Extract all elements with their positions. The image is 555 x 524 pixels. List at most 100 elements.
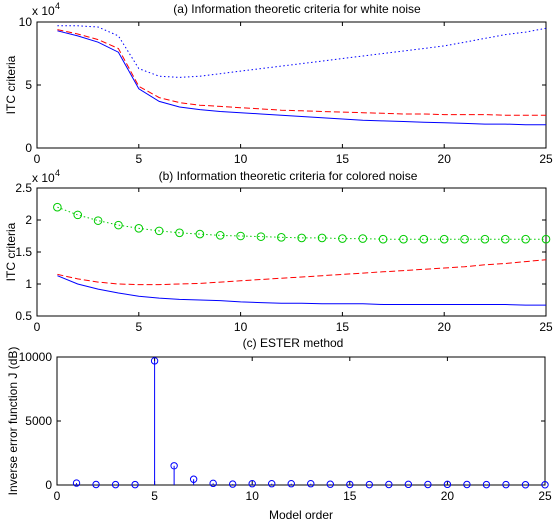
y-tick-label: 10 [19, 15, 33, 29]
y-tick-label: 5000 [25, 414, 52, 428]
chart-title: (b) Information theoretic criteria for c… [159, 169, 418, 183]
series-marker-2 [358, 234, 368, 243]
x-tick-label: 0 [54, 489, 61, 503]
series-marker-2 [93, 216, 103, 225]
stem-marker [209, 479, 217, 488]
series-marker-2 [500, 234, 510, 244]
y-tick-label: 0 [25, 141, 32, 155]
x-tick-label: 10 [246, 489, 260, 503]
series-line-0 [57, 275, 546, 306]
stem-marker [307, 480, 315, 488]
series-marker-2 [460, 234, 469, 244]
series-line-0 [57, 30, 546, 126]
stem-marker [404, 480, 413, 489]
panel-white-noise: (a) Information theoretic criteria for w… [4, 1, 553, 166]
x-tick-label: 0 [34, 320, 41, 334]
chart-title: (c) ESTER method [243, 336, 344, 350]
series-line-1 [57, 259, 547, 286]
exponent-power: 4 [55, 1, 60, 11]
series-marker-2 [154, 226, 164, 236]
y-axis-label: ITC criteria [4, 222, 18, 281]
x-tick-label: 10 [234, 320, 248, 334]
x-tick-label: 0 [34, 152, 41, 166]
stem-marker [326, 480, 334, 488]
series-marker-2 [236, 231, 245, 241]
stem-marker [268, 480, 276, 488]
series-group [57, 25, 547, 126]
series-marker-2 [338, 234, 347, 243]
stem-marker [385, 480, 393, 489]
x-tick-label: 15 [336, 152, 350, 166]
y-ticks: 0.5 1 1.5 2 2.5 [15, 181, 546, 323]
exponent-power: 4 [55, 168, 60, 178]
series-line-2 [57, 25, 547, 78]
series-marker-2 [439, 234, 449, 244]
stem-marker [482, 480, 491, 489]
x-ticks: 0 5 10 15 20 25 [54, 357, 552, 503]
x-tick-label: 20 [438, 152, 452, 166]
stem-marker [111, 480, 120, 489]
series-marker-2 [297, 233, 306, 243]
y-ticks: 0 5 10 [19, 15, 546, 155]
y-tick-label: 1 [25, 277, 32, 291]
stem-marker [443, 480, 452, 489]
x-ticks: 0 5 10 15 20 25 [34, 188, 553, 334]
series-marker-2 [419, 234, 429, 244]
x-tick-label: 15 [343, 489, 357, 503]
stem-marker [189, 475, 198, 483]
series-marker-2 [256, 232, 266, 241]
y-tick-label: 0.5 [15, 309, 32, 323]
plot-area [36, 21, 547, 149]
series-marker-2 [378, 234, 388, 244]
series-line-2 [57, 206, 546, 240]
x-axis-label: Model order [269, 508, 333, 522]
stem-marker [248, 480, 256, 488]
plot-area [56, 356, 546, 486]
exponent-label: x 10 4 [32, 168, 60, 185]
series-group [53, 202, 551, 306]
series-marker-2 [53, 202, 62, 212]
x-tick-label: 5 [151, 489, 158, 503]
y-axis-label: ITC criteria [4, 55, 18, 114]
y-tick-label: 0 [45, 478, 52, 492]
stem-marker [287, 480, 295, 488]
stem-marker [502, 480, 510, 489]
series-marker-2 [134, 224, 144, 233]
exponent-label: x 10 4 [32, 1, 60, 18]
series-marker-2 [114, 220, 123, 230]
exponent-base: x 10 [32, 4, 55, 18]
series-line-1 [57, 29, 546, 116]
x-tick-label: 25 [539, 152, 553, 166]
series-marker-2 [277, 232, 286, 242]
x-ticks: 0 5 10 15 20 25 [34, 22, 553, 166]
stem-marker [72, 479, 81, 487]
x-tick-label: 5 [135, 152, 142, 166]
y-tick-label: 5 [25, 78, 32, 92]
series-group [72, 357, 549, 489]
stem-marker [424, 480, 432, 489]
x-tick-label: 15 [336, 320, 350, 334]
y-tick-label: 2 [25, 213, 32, 227]
x-tick-label: 10 [234, 152, 248, 166]
series-marker-2 [175, 228, 184, 238]
x-tick-label: 20 [441, 489, 455, 503]
stem-marker [92, 480, 100, 489]
series-marker-2 [521, 234, 530, 244]
x-tick-label: 20 [438, 320, 452, 334]
panel-ester-method: (c) ESTER method 0 5 10 15 20 25 0 5000 10000 I… [6, 336, 552, 522]
x-tick-label: 5 [135, 320, 142, 334]
series-marker-2 [73, 210, 83, 220]
stem-marker [521, 481, 530, 489]
series-marker-2 [541, 234, 551, 244]
x-tick-label: 25 [538, 489, 552, 503]
stem-marker [228, 480, 237, 488]
series-marker-2 [317, 233, 327, 243]
stem-marker [131, 480, 139, 489]
y-axis-label: Inverse error function J (dB) [6, 347, 20, 496]
stem-marker [541, 481, 549, 489]
y-tick-label: 10000 [19, 350, 53, 364]
stem-marker [150, 357, 159, 365]
series-marker-2 [215, 231, 225, 240]
chart-title: (a) Information theoretic criteria for w… [173, 2, 421, 16]
